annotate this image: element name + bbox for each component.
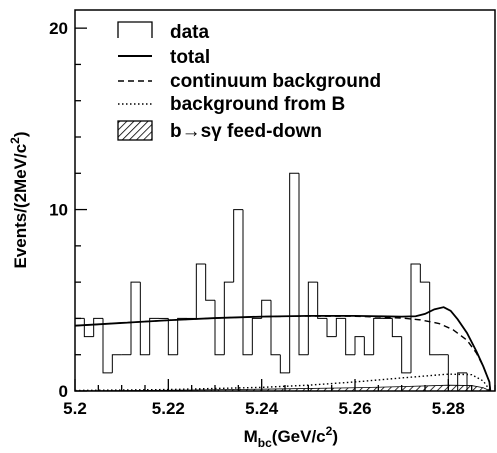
histogram-bin [177,317,187,355]
x-tick-label: 5.2 [63,399,87,418]
histogram-bin [214,300,225,356]
histogram-bin [149,317,159,355]
legend-continuum-label: continuum background [170,71,381,92]
histogram-bin [354,336,365,355]
histogram-bin [307,281,318,355]
histogram-bin [410,263,421,373]
histogram-bin [466,372,477,392]
histogram-bin [223,281,234,355]
histogram-bin [335,317,346,337]
legend-data-symbol [117,21,153,38]
histogram-bin [429,282,439,356]
histogram-bin [345,318,355,356]
y-tick-label: 10 [49,201,68,220]
histogram-bin [111,354,122,373]
x-tick-label: 5.24 [245,399,279,418]
y-axis-title: Events/(2MeV/c2) [8,131,30,268]
histogram-bin [167,318,178,356]
histogram-bin [261,299,271,319]
histogram-bin [363,336,374,356]
legend-total-label: total [170,47,210,68]
histogram-bin [317,282,327,319]
legend: data total continuum background backgrou… [117,21,381,142]
x-tick-label: 5.28 [432,399,465,418]
legend-feeddown-symbol [117,120,153,141]
histogram-bin [139,282,150,356]
y-tick-label: 0 [59,382,68,401]
histogram-bin [373,317,383,355]
histogram-bin [279,354,290,374]
feed-down-layer [74,384,491,392]
x-tick-label: 5.22 [152,399,185,418]
y-tick-label: 20 [49,19,68,38]
histogram-bin [270,300,281,356]
histogram-bin [391,318,402,338]
x-axis-title: Mbc(GeV/c2) [244,424,338,450]
histogram-bin [195,263,206,319]
feed-down-area [74,384,491,392]
legend-feeddown-label: b→sγ feed-down [170,121,322,142]
histogram-bin [251,317,262,355]
total-curve [74,306,492,392]
histogram-bin [298,173,309,356]
histogram-bin [83,318,94,338]
continuum-curve [74,315,492,392]
histogram-bin [326,318,337,338]
histogram-bin [457,372,467,391]
histogram-bin [401,336,411,374]
histogram-bin [289,172,299,373]
curves-layer [74,306,492,392]
ticks-layer: 5.2 5.22 5.24 5.26 5.28 0 10 20 [49,19,496,418]
histogram-bin [419,264,430,283]
legend-data-label: data [170,22,210,43]
plot-frame [74,9,496,392]
x-tick-label: 5.26 [338,399,371,418]
legend-bbackground-label: background from B [170,94,345,115]
histogram-bin [130,281,141,355]
histogram-bin [242,209,253,356]
histogram-bin [233,209,243,283]
histogram-layer [74,172,495,392]
histogram-bin [93,317,103,337]
histogram-bin [102,318,113,374]
histogram-bin [205,264,215,301]
